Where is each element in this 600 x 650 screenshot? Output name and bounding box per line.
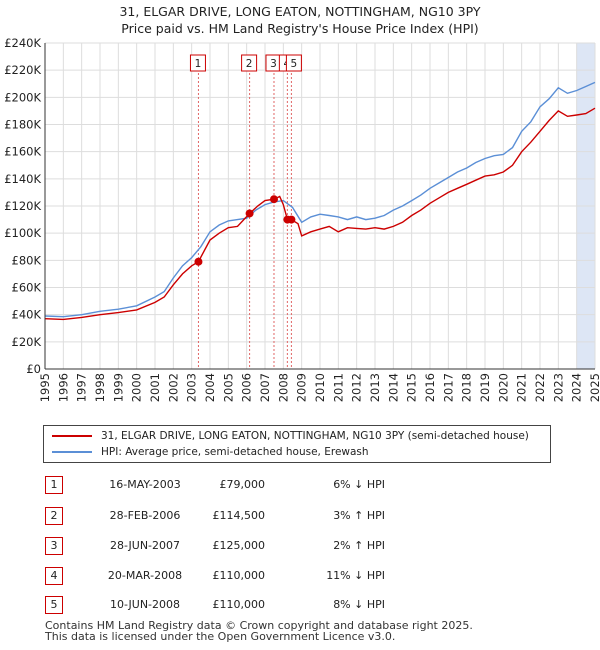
sale-number-badge: 4: [45, 567, 63, 585]
sale-number-badge: 2: [45, 507, 63, 525]
sale-hpi-relation: 6% ↓ HPI: [333, 478, 385, 491]
footer-line1: Contains HM Land Registry data © Crown c…: [45, 619, 473, 632]
legend-label-property: 31, ELGAR DRIVE, LONG EATON, NOTTINGHAM,…: [101, 430, 529, 442]
sale-number-badge: 3: [45, 537, 63, 555]
x-tick-label: 2014: [386, 373, 400, 402]
x-tick-label: 2004: [203, 373, 217, 402]
x-tick-label: 1999: [111, 373, 125, 402]
sale-label-box: [285, 54, 302, 72]
x-tick-label: 2024: [570, 373, 584, 402]
x-tick-label: 2015: [405, 373, 419, 402]
sale-price: £110,000: [212, 569, 266, 582]
x-tick-label: 2018: [460, 373, 474, 402]
sale-price: £125,000: [212, 539, 266, 552]
x-tick-label: 1995: [38, 373, 52, 402]
sale-number-badge: 5: [45, 596, 63, 614]
x-tick-label: 2006: [240, 373, 254, 402]
x-tick-label: 2013: [368, 373, 382, 402]
y-tick-label: £60K: [12, 281, 42, 295]
x-tick-label: 2019: [478, 373, 492, 402]
y-tick-label: £120K: [4, 199, 41, 213]
x-tick-label: 2009: [295, 373, 309, 402]
sale-point: [269, 195, 278, 204]
sale-date: 20-MAR-2008: [107, 569, 183, 582]
x-tick-label: 2000: [130, 373, 144, 402]
x-tick-label: 2011: [331, 373, 345, 402]
sale-price: £79,000: [219, 478, 266, 491]
sale-hpi-relation: 11% ↓ HPI: [326, 569, 385, 582]
y-tick-label: £180K: [4, 118, 41, 132]
sale-price: £114,500: [212, 509, 266, 522]
hpi-line: [44, 81, 596, 318]
sale-date: 16-MAY-2003: [109, 478, 181, 491]
x-tick-label: 1996: [56, 373, 70, 402]
footer-line2: This data is licensed under the Open Gov…: [45, 630, 396, 643]
x-tick-label: 2020: [496, 373, 510, 402]
x-tick-label: 2005: [221, 373, 235, 402]
sale-label-number: 1: [195, 58, 202, 70]
sale-point: [194, 257, 203, 266]
legend-swatch-property: [52, 435, 92, 437]
y-tick-label: £200K: [4, 90, 41, 104]
chart-title-line2: Price paid vs. HM Land Registry's House …: [121, 21, 479, 36]
legend-swatch-hpi: [52, 451, 92, 453]
y-tick-label: £140K: [4, 172, 41, 186]
sale-label-number: 5: [291, 58, 298, 70]
footer: Contains HM Land Registry data © Crown c…: [45, 620, 473, 642]
y-tick-label: £160K: [4, 145, 41, 159]
x-tick-label: 2007: [258, 373, 272, 402]
x-tick-label: 2016: [423, 373, 437, 402]
y-tick-label: £100K: [4, 226, 41, 240]
property-price-line: [44, 107, 596, 321]
x-tick-label: 2022: [533, 373, 547, 402]
sale-hpi-relation: 8% ↓ HPI: [333, 598, 385, 611]
sale-label-box: [241, 54, 258, 72]
sale-point: [287, 215, 296, 224]
x-tick-label: 1998: [93, 373, 107, 402]
sale-date: 28-JUN-2007: [109, 539, 181, 552]
y-tick-label: £220K: [4, 63, 41, 77]
sale-date: 10-JUN-2008: [109, 598, 181, 611]
chart-title-line1: 31, ELGAR DRIVE, LONG EATON, NOTTINGHAM,…: [119, 4, 481, 19]
sale-hpi-relation: 3% ↑ HPI: [333, 509, 385, 522]
legend: 31, ELGAR DRIVE, LONG EATON, NOTTINGHAM,…: [43, 425, 551, 463]
sale-label-number: 3: [270, 58, 277, 70]
chart-title: 31, ELGAR DRIVE, LONG EATON, NOTTINGHAM,…: [0, 3, 600, 37]
sale-point: [245, 209, 254, 218]
y-tick-label: £20K: [12, 335, 42, 349]
sale-hpi-relation: 2% ↑ HPI: [333, 539, 385, 552]
y-tick-label: £240K: [4, 36, 41, 50]
legend-label-hpi: HPI: Average price, semi-detached house,…: [101, 446, 369, 458]
x-tick-label: 2025: [588, 373, 600, 402]
sale-number-badge: 1: [45, 476, 63, 494]
x-tick-label: 2021: [515, 373, 529, 402]
x-tick-label: 1997: [75, 373, 89, 402]
y-tick-label: £80K: [12, 253, 42, 267]
price-chart: 12345£0£20K£40K£60K£80K£100K£120K£140K£1…: [4, 36, 600, 402]
x-tick-label: 2017: [441, 373, 455, 402]
sale-price: £110,000: [212, 598, 266, 611]
x-tick-label: 2012: [350, 373, 364, 402]
x-tick-label: 2003: [185, 373, 199, 402]
y-tick-label: £0: [26, 362, 41, 376]
sale-label-number: 2: [246, 58, 253, 70]
x-tick-label: 2008: [276, 373, 290, 402]
x-tick-label: 2010: [313, 373, 327, 402]
y-tick-label: £40K: [12, 308, 42, 322]
sale-date: 28-FEB-2006: [109, 509, 181, 522]
x-tick-label: 2023: [551, 373, 565, 402]
x-tick-label: 2001: [148, 373, 162, 402]
x-tick-label: 2002: [166, 373, 180, 402]
sale-label-box: [189, 54, 206, 72]
